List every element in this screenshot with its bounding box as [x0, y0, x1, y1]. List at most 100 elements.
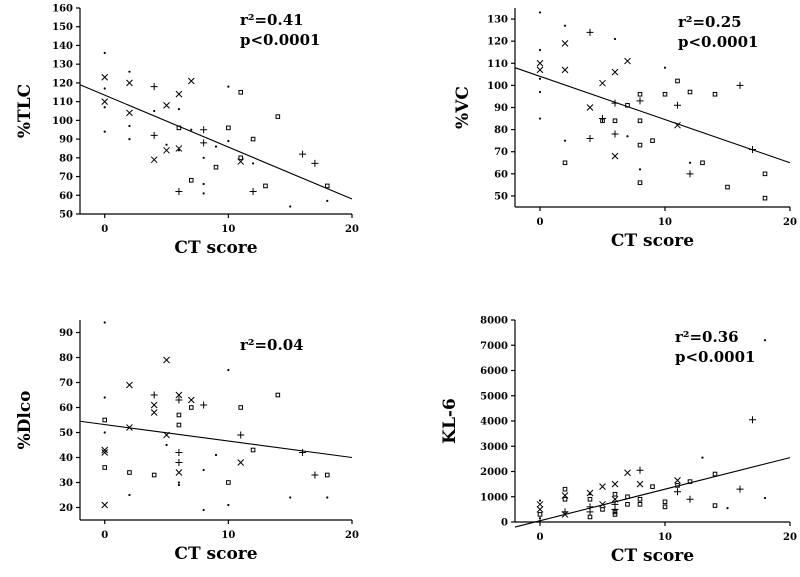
- data-point-square: [562, 486, 568, 492]
- panel-vc: 50 60 70 80 90 100 110 120 130 0 10 20 CT score %VC r²…: [453, 8, 797, 251]
- data-point-dot: [626, 135, 629, 138]
- data-point-plus: [686, 495, 694, 503]
- data-point-dot: [227, 85, 230, 88]
- data-point-square: [226, 480, 231, 485]
- y-tick-label: 90: [494, 103, 508, 114]
- data-point-plus: [200, 139, 208, 147]
- data-point-cross: [175, 90, 183, 98]
- data-point-cross: [126, 381, 133, 389]
- data-point-square: [102, 465, 108, 470]
- data-point-square: [102, 417, 108, 423]
- data-point-cross: [126, 424, 133, 431]
- regression-line: [514, 457, 791, 528]
- x-axis-label: CT score: [174, 544, 257, 564]
- data-point-square: [176, 422, 182, 428]
- data-point-cross: [536, 59, 544, 67]
- data-point-square: [600, 118, 605, 124]
- data-point-plus: [586, 28, 594, 36]
- data-point-dot: [663, 66, 667, 69]
- data-point-square: [188, 177, 194, 183]
- data-point-dot: [763, 339, 767, 342]
- data-point-cross: [163, 102, 170, 109]
- y-tick-label: 50: [59, 210, 73, 221]
- data-point-cross: [175, 469, 183, 476]
- data-point-square: [625, 102, 630, 108]
- panel-kl6: 0 1000 2000 3000 4000 5000 6000 7000 8000 0 10 20 CT…: [440, 316, 797, 567]
- x-tick-label: 20: [783, 532, 797, 543]
- data-point-square: [625, 502, 630, 507]
- data-point-dot: [103, 431, 106, 434]
- data-point-square: [587, 496, 593, 502]
- y-tick-label: 80: [494, 125, 508, 136]
- data-point-cross: [101, 98, 109, 105]
- data-point-dot: [103, 87, 106, 90]
- data-point-square: [587, 514, 593, 520]
- y-tick-label: 70: [59, 378, 73, 389]
- data-point-square: [176, 412, 182, 418]
- data-point-dot: [128, 70, 131, 73]
- data-point-square: [662, 499, 668, 505]
- y-axis-label: %Dlco: [15, 390, 35, 449]
- y-axis-label: KL-6: [440, 398, 460, 444]
- data-point-dot: [563, 139, 567, 142]
- y-tick-label: 6000: [480, 366, 508, 377]
- data-point-dot: [177, 149, 181, 152]
- panel-tlc: 50 60 70 80 90 100 110 120 130 140 150 160 0 10 20 CT s…: [15, 4, 359, 259]
- data-point-dot: [202, 182, 205, 186]
- data-point-square: [250, 447, 256, 453]
- y-tick-label: 80: [59, 153, 73, 164]
- data-point-cross: [150, 156, 158, 164]
- data-point-dot: [538, 11, 542, 14]
- data-point-dot: [177, 483, 181, 487]
- data-point-square: [637, 496, 643, 502]
- r-squared-annotation: r²=0.25: [678, 13, 742, 31]
- y-tick-label: 80: [59, 353, 73, 364]
- data-point-square: [238, 155, 244, 161]
- regression-line: [514, 67, 791, 164]
- data-point-plus: [736, 485, 744, 493]
- data-point-dot: [763, 496, 767, 500]
- r-squared-annotation: r²=0.04: [240, 336, 304, 354]
- data-point-square: [687, 479, 693, 484]
- x-axis-label: CT score: [611, 231, 694, 251]
- data-point-square: [637, 180, 643, 185]
- data-point-plus: [736, 81, 744, 89]
- data-point-square: [151, 472, 157, 478]
- data-point-cross: [101, 446, 109, 454]
- data-point-dot: [103, 396, 106, 399]
- data-point-square: [324, 183, 330, 189]
- data-point-dot: [326, 496, 329, 499]
- data-point-square: [226, 125, 231, 131]
- data-point-square: [712, 471, 718, 477]
- data-point-plus: [299, 150, 307, 158]
- data-point-square: [612, 509, 618, 515]
- data-point-square: [537, 512, 543, 517]
- data-point-square: [238, 405, 244, 410]
- y-tick-label: 7000: [480, 341, 508, 352]
- data-point-square: [600, 507, 605, 512]
- data-point-dot: [165, 143, 168, 146]
- y-tick-label: 110: [52, 97, 73, 108]
- data-point-plus: [237, 431, 245, 439]
- data-point-dot: [613, 37, 617, 41]
- data-point-square: [263, 183, 268, 189]
- data-point-dot: [538, 77, 542, 80]
- x-tick-label: 0: [101, 530, 108, 541]
- data-point-dot: [638, 168, 642, 171]
- x-tick-label: 10: [658, 217, 672, 228]
- y-tick-label: 90: [59, 135, 73, 146]
- data-point-cross: [611, 495, 619, 503]
- data-point-dot: [214, 145, 218, 148]
- data-point-plus: [175, 449, 183, 456]
- data-point-cross: [237, 459, 245, 466]
- data-point-dot: [202, 156, 205, 159]
- data-point-cross: [674, 476, 681, 484]
- x-tick-label: 20: [783, 217, 797, 228]
- data-point-dot: [128, 124, 131, 128]
- data-point-square: [275, 392, 281, 398]
- data-point-cross: [586, 489, 594, 497]
- data-point-square: [188, 405, 194, 410]
- data-point-dot: [289, 496, 292, 499]
- data-point-square: [612, 512, 618, 517]
- data-point-square: [324, 472, 330, 478]
